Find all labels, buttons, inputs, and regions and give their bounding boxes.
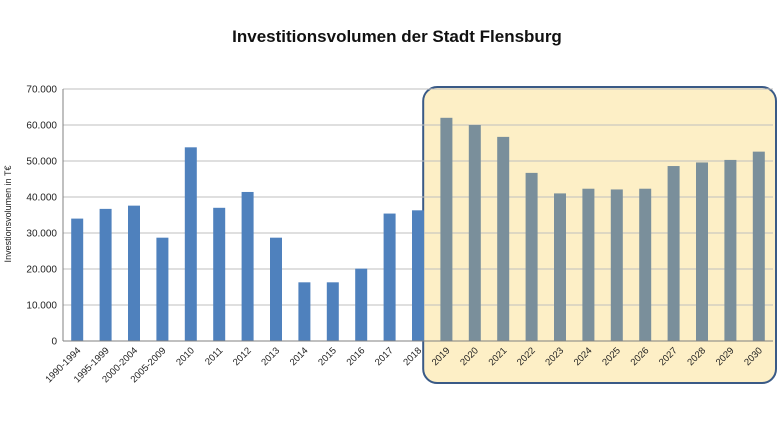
bar-2005-2009 bbox=[156, 237, 169, 341]
bar-2025 bbox=[610, 189, 623, 341]
bar-2016 bbox=[355, 268, 368, 341]
bar-2027 bbox=[667, 166, 680, 341]
bar-2024 bbox=[582, 188, 595, 341]
axes bbox=[62, 89, 773, 342]
bar-1990-1994 bbox=[71, 218, 84, 341]
x-tick-label: 2015 bbox=[316, 345, 339, 368]
y-tick-label: 50.000 bbox=[26, 157, 57, 168]
bar-2028 bbox=[696, 162, 708, 341]
bar-2021 bbox=[497, 136, 510, 341]
bar-2030 bbox=[752, 151, 765, 341]
bar-2026 bbox=[639, 188, 652, 341]
bar-2000-2004 bbox=[128, 205, 140, 341]
bar-2012 bbox=[241, 191, 254, 341]
bar-2013 bbox=[270, 237, 282, 341]
y-tick-label: 70.000 bbox=[26, 85, 57, 96]
y-tick-label: 0 bbox=[51, 337, 57, 348]
x-tick-label: 2016 bbox=[345, 345, 368, 368]
y-tick-label: 20.000 bbox=[26, 265, 57, 276]
bar-2029 bbox=[724, 159, 737, 341]
bar-2010 bbox=[184, 147, 197, 341]
x-tick-label: 2012 bbox=[231, 345, 254, 368]
x-tick-label: 2017 bbox=[373, 345, 396, 368]
x-tick-label: 2014 bbox=[288, 345, 311, 368]
y-tick-label: 30.000 bbox=[26, 229, 57, 240]
bar-2023 bbox=[554, 193, 566, 341]
x-tick-label: 2013 bbox=[259, 345, 282, 368]
x-tick-label: 2011 bbox=[203, 345, 225, 367]
bar-2018 bbox=[412, 210, 424, 341]
y-tick-labels: 0 10.000 20.000 30.000 40.000 50.000 60.000 70.… bbox=[26, 85, 57, 348]
bar-1995-1999 bbox=[99, 208, 112, 341]
bar-2014 bbox=[298, 282, 311, 341]
bar-2020 bbox=[468, 125, 481, 341]
y-axis-label: Investionsvolumen in T€ bbox=[3, 166, 13, 263]
bar-2019 bbox=[440, 117, 453, 341]
bars bbox=[71, 117, 765, 341]
bar-2022 bbox=[525, 172, 538, 341]
chart-title: Investitionsvolumen der Stadt Flensburg bbox=[232, 27, 562, 46]
bar-2011 bbox=[213, 207, 226, 341]
y-tick-label: 10.000 bbox=[26, 301, 57, 312]
x-tick-label: 2018 bbox=[401, 345, 424, 368]
bar-2015 bbox=[326, 282, 339, 341]
y-tick-label: 60.000 bbox=[26, 121, 57, 132]
y-tick-label: 40.000 bbox=[26, 193, 57, 204]
x-tick-label: 2010 bbox=[174, 345, 197, 368]
bar-2017 bbox=[383, 213, 396, 341]
